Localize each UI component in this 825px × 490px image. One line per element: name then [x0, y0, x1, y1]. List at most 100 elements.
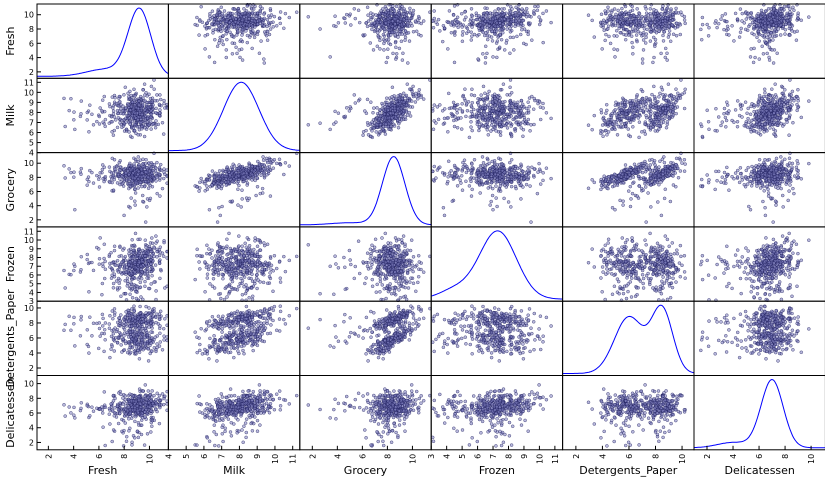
scatter-point	[455, 125, 460, 130]
scatter-point	[766, 97, 771, 102]
scatter-point	[450, 114, 455, 119]
scatter-point	[699, 37, 704, 42]
scatter-point	[646, 13, 651, 17]
scatter-point	[155, 160, 159, 165]
scatter-point	[144, 157, 148, 162]
scatter-point	[278, 10, 283, 14]
scatter-point	[353, 101, 358, 105]
scatter-point	[788, 78, 792, 82]
scatter-point	[136, 172, 140, 177]
scatter-point	[392, 124, 397, 128]
scatter-point	[750, 20, 755, 25]
cell-Milk-vs-Milk	[167, 77, 301, 154]
scatter-point	[768, 126, 772, 130]
scatter-point	[644, 95, 649, 100]
scatter-point	[605, 133, 609, 137]
scatter-point	[162, 98, 166, 103]
scatter-point	[149, 84, 154, 89]
scatter-point	[763, 90, 767, 95]
scatter-point	[678, 32, 683, 37]
scatter-point	[132, 128, 137, 133]
scatter-point	[673, 106, 678, 110]
scatter-point	[746, 116, 750, 121]
scatter-point	[98, 106, 102, 110]
scatter-point	[527, 104, 532, 109]
scatter-point	[760, 44, 764, 49]
scatter-point	[144, 111, 148, 115]
scatter-point	[150, 171, 154, 175]
scatter-point	[87, 130, 91, 134]
scatter-point	[371, 110, 375, 115]
scatter-point	[158, 97, 163, 102]
scatter-point	[790, 96, 794, 101]
scatter-point	[765, 42, 770, 47]
scatter-point	[604, 111, 608, 116]
scatter-point	[524, 42, 528, 47]
scatter-point	[663, 55, 668, 60]
scatter-point	[509, 124, 513, 128]
scatter-point	[199, 4, 203, 9]
scatter-point	[203, 24, 207, 28]
scatter-point	[759, 114, 763, 119]
scatter-point	[109, 114, 114, 119]
scatter-point	[531, 107, 536, 111]
scatter-point	[272, 14, 277, 19]
scatter-point	[154, 119, 158, 123]
scatter-point	[770, 118, 774, 122]
cell-Milk-vs-Delicatessen	[693, 77, 825, 154]
scatter-point	[661, 117, 665, 122]
cell-Fresh-vs-Grocery	[299, 2, 432, 79]
scatter-point	[141, 157, 145, 162]
scatter-point	[599, 110, 604, 115]
scatter-point	[375, 31, 380, 35]
scatter-point	[498, 133, 503, 137]
scatter-point	[381, 25, 385, 30]
scatter-point	[509, 15, 513, 19]
scatter-point	[465, 26, 470, 31]
scatter-point	[483, 44, 488, 49]
scatter-point	[761, 105, 765, 110]
scatter-point	[763, 122, 767, 126]
scatter-point	[599, 108, 603, 112]
scatter-point	[757, 122, 762, 126]
scatter-point	[527, 96, 532, 100]
scatter-point	[648, 7, 653, 11]
scatter-point	[408, 87, 412, 91]
scatter-point	[670, 18, 675, 22]
scatter-point	[616, 8, 620, 13]
scatter-point	[470, 100, 475, 105]
scatter-point	[643, 23, 647, 28]
scatter-point	[592, 35, 597, 39]
cell-Fresh-vs-Milk	[167, 2, 301, 79]
scatter-point	[604, 102, 609, 107]
scatter-point	[531, 11, 536, 15]
scatter-point	[411, 84, 415, 89]
scatter-point	[136, 169, 141, 174]
scatter-point	[482, 33, 487, 38]
scatter-point	[536, 4, 540, 9]
scatter-point	[526, 121, 530, 126]
scatter-point	[158, 194, 162, 198]
scatter-point	[356, 8, 361, 13]
scatter-point	[141, 174, 146, 178]
scatter-point	[139, 167, 144, 172]
scatter-point	[678, 22, 683, 27]
scatter-point	[240, 12, 244, 16]
scatter-point	[538, 117, 543, 122]
scatter-point	[495, 115, 499, 120]
scatter-point	[509, 24, 514, 28]
scatter-point	[236, 21, 240, 25]
scatter-point	[112, 115, 117, 119]
scatter-point	[154, 171, 158, 176]
scatter-point	[364, 128, 368, 133]
scatter-point	[396, 125, 401, 130]
scatter-point	[133, 111, 137, 116]
scatter-point	[783, 32, 787, 36]
scatter-point	[391, 51, 395, 56]
scatter-point	[256, 29, 260, 34]
scatter-point	[394, 112, 398, 117]
scatter-point	[775, 51, 779, 56]
scatter-point	[101, 120, 105, 124]
scatter-point	[137, 164, 141, 169]
scatter-point	[790, 89, 795, 94]
